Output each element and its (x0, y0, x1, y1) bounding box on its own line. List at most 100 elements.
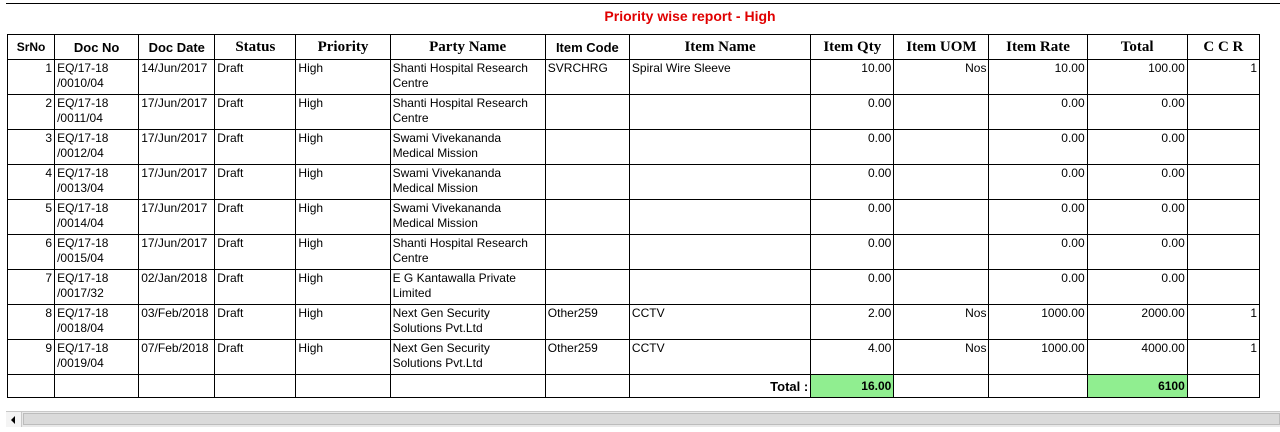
cell-item-uom (893, 199, 990, 235)
cell-priority: High (295, 234, 391, 270)
cell-doc-no: EQ/17-18/0017/32 (54, 269, 140, 305)
doc-no-line-2: /0018/04 (57, 321, 104, 335)
column-header-item-name: Item Name (628, 34, 812, 60)
doc-no-line-2: /0010/04 (57, 76, 104, 90)
cell-item-rate: 1000.00 (988, 304, 1088, 340)
cell-item-name: CCTV (628, 304, 812, 340)
cell-item-code (544, 234, 630, 270)
cell-status: Draft (214, 304, 297, 340)
cell-item-code: Other259 (544, 339, 630, 375)
cell-item-qty: 0.00 (810, 269, 895, 305)
doc-no-line-2: /0013/04 (57, 181, 104, 195)
report-table: SrNo Doc No Doc Date Status Priority Party Na… (6, 34, 1261, 398)
cell-party-name: Shanti Hospital Research Centre (389, 59, 546, 95)
cell-item-rate: 1000.00 (988, 339, 1088, 375)
cell-item-name (628, 199, 812, 235)
cell-item-rate: 0.00 (988, 234, 1088, 270)
party-name-line-1: Shanti Hospital Research (392, 61, 528, 75)
cell-item-qty: 0.00 (810, 94, 895, 130)
cell-doc-date: 02/Jan/2018 (138, 269, 216, 305)
cell-item-uom: Nos (893, 59, 990, 95)
doc-no-line-1: EQ/17-18 (57, 341, 109, 355)
cell-doc-no: EQ/17-18/0012/04 (54, 129, 140, 165)
cell-srno: 1 (6, 59, 56, 95)
cell-item-qty: 2.00 (810, 304, 895, 340)
cell-party-name: Shanti Hospital Research Centre (389, 234, 546, 270)
totals-empty-cell (138, 374, 216, 398)
cell-item-name (628, 94, 812, 130)
cell-total: 0.00 (1086, 234, 1188, 270)
totals-empty-cell (6, 374, 56, 398)
doc-no-line-2: /0012/04 (57, 146, 104, 160)
totals-row: Total : 16.00 6100 (6, 374, 1261, 398)
table-row: 9 EQ/17-18/0019/04 07/Feb/2018 Draft High Nex… (6, 339, 1261, 375)
cell-ccr: 1 (1186, 59, 1261, 95)
party-name-line-1: Swami Vivekananda (392, 131, 502, 145)
cell-srno: 6 (6, 234, 56, 270)
doc-no-line-1: EQ/17-18 (57, 271, 109, 285)
cell-item-name: CCTV (628, 339, 812, 375)
cell-status: Draft (214, 129, 297, 165)
totals-empty-cell (295, 374, 391, 398)
cell-srno: 9 (6, 339, 56, 375)
cell-ccr: 1 (1186, 304, 1261, 340)
cell-ccr (1186, 94, 1261, 130)
cell-item-rate: 0.00 (988, 199, 1088, 235)
doc-no-line-1: EQ/17-18 (57, 306, 109, 320)
cell-doc-date: 14/Jun/2017 (138, 59, 216, 95)
cell-ccr (1186, 164, 1261, 200)
party-name-line-1: Swami Vivekananda (392, 201, 502, 215)
scrollbar-thumb[interactable] (23, 413, 1280, 425)
cell-doc-date: 07/Feb/2018 (138, 339, 216, 375)
cell-doc-date: 17/Jun/2017 (138, 199, 216, 235)
cell-item-uom (893, 234, 990, 270)
cell-item-rate: 0.00 (988, 129, 1088, 165)
cell-item-uom (893, 94, 990, 130)
cell-doc-no: EQ/17-18/0011/04 (54, 94, 140, 130)
cell-item-qty: 0.00 (810, 234, 895, 270)
cell-status: Draft (214, 199, 297, 235)
totals-empty-cell (893, 374, 990, 398)
party-name-line-2: Solutions Pvt.Ltd (392, 321, 483, 335)
cell-status: Draft (214, 269, 297, 305)
column-header-total: Total (1086, 34, 1188, 60)
horizontal-scrollbar[interactable] (6, 411, 1280, 427)
cell-party-name: E G Kantawalla Private Limited (389, 269, 546, 305)
party-name-line-2: Medical Mission (392, 216, 478, 230)
cell-total: 0.00 (1086, 199, 1188, 235)
total-item-qty: 16.00 (810, 374, 895, 398)
party-name-line-2: Medical Mission (392, 146, 478, 160)
cell-party-name: Swami Vivekananda Medical Mission (389, 129, 546, 165)
cell-status: Draft (214, 234, 297, 270)
party-name-line-2: Medical Mission (392, 181, 478, 195)
party-name-line-2: Centre (392, 251, 429, 265)
cell-doc-no: EQ/17-18/0015/04 (54, 234, 140, 270)
table-row: 6 EQ/17-18/0015/04 17/Jun/2017 Draft High Sha… (6, 234, 1261, 270)
cell-srno: 2 (6, 94, 56, 130)
party-name-line-2: Solutions Pvt.Ltd (392, 356, 483, 370)
cell-total: 0.00 (1086, 94, 1188, 130)
cell-item-rate: 10.00 (988, 59, 1088, 95)
party-name-line-1: Shanti Hospital Research (392, 236, 528, 250)
cell-item-code (544, 269, 630, 305)
report-title: Priority wise report - High (604, 8, 776, 24)
doc-no-line-1: EQ/17-18 (57, 236, 109, 250)
scroll-left-arrow-icon[interactable] (6, 412, 22, 427)
totals-empty-cell (1186, 374, 1261, 398)
party-name-line-1: Swami Vivekananda (392, 166, 502, 180)
totals-empty-cell (389, 374, 546, 398)
column-header-item-code: Item Code (544, 34, 630, 60)
cell-party-name: Swami Vivekananda Medical Mission (389, 199, 546, 235)
column-header-item-rate: Item Rate (988, 34, 1088, 60)
doc-no-line-1: EQ/17-18 (57, 131, 109, 145)
cell-doc-no: EQ/17-18/0018/04 (54, 304, 140, 340)
party-name-line-2: Centre (392, 76, 429, 90)
cell-srno: 7 (6, 269, 56, 305)
cell-total: 4000.00 (1086, 339, 1188, 375)
cell-priority: High (295, 339, 391, 375)
cell-doc-no: EQ/17-18/0010/04 (54, 59, 140, 95)
party-name-line-1: E G Kantawalla Private (392, 271, 516, 285)
table-row: 5 EQ/17-18/0014/04 17/Jun/2017 Draft High Swa… (6, 199, 1261, 235)
doc-no-line-2: /0011/04 (57, 111, 103, 125)
table-row: 2 EQ/17-18/0011/04 17/Jun/2017 Draft High Sha… (6, 94, 1261, 130)
